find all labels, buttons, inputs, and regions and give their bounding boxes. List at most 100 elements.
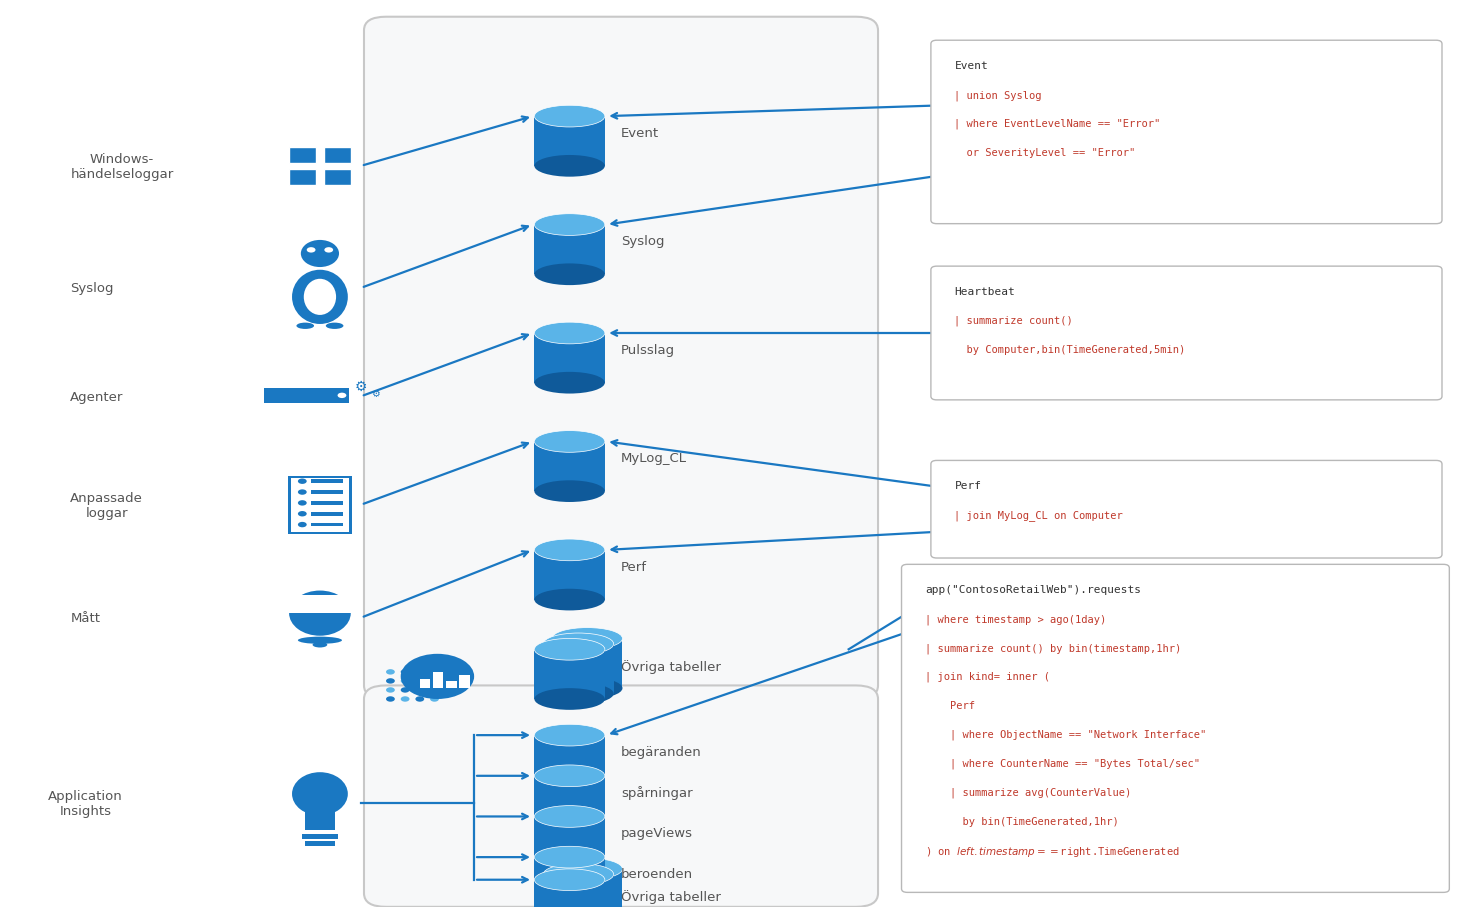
Circle shape bbox=[400, 697, 409, 702]
Ellipse shape bbox=[535, 869, 606, 891]
Bar bbox=[312, 512, 344, 516]
Circle shape bbox=[298, 522, 307, 527]
Text: Anpassade
loggar: Anpassade loggar bbox=[71, 491, 143, 519]
Bar bbox=[312, 480, 344, 484]
Text: Heartbeat: Heartbeat bbox=[954, 287, 1015, 297]
Text: Agenter: Agenter bbox=[71, 390, 124, 404]
Ellipse shape bbox=[535, 774, 606, 796]
Bar bbox=[535, 880, 606, 911]
Circle shape bbox=[385, 670, 394, 675]
Bar bbox=[535, 816, 606, 866]
Circle shape bbox=[430, 688, 439, 693]
Ellipse shape bbox=[535, 639, 606, 660]
Text: pageViews: pageViews bbox=[620, 826, 693, 839]
Bar bbox=[446, 681, 456, 689]
Ellipse shape bbox=[535, 264, 606, 286]
Text: begäranden: begäranden bbox=[620, 745, 702, 758]
Circle shape bbox=[307, 248, 316, 253]
Text: Event: Event bbox=[620, 127, 659, 139]
Bar bbox=[535, 776, 606, 825]
Ellipse shape bbox=[544, 683, 613, 704]
Ellipse shape bbox=[292, 773, 349, 815]
Text: ⚙: ⚙ bbox=[371, 388, 380, 398]
Ellipse shape bbox=[326, 323, 344, 330]
Text: | summarize count(): | summarize count() bbox=[954, 315, 1074, 326]
Bar bbox=[459, 676, 470, 689]
Text: Application
Insights: Application Insights bbox=[49, 789, 123, 817]
Circle shape bbox=[415, 697, 424, 702]
Circle shape bbox=[415, 670, 424, 675]
Circle shape bbox=[400, 688, 409, 693]
Text: Syslog: Syslog bbox=[620, 235, 665, 248]
Circle shape bbox=[385, 679, 394, 684]
Text: Windows-
händelseloggar: Windows- händelseloggar bbox=[71, 153, 173, 180]
Bar bbox=[325, 148, 350, 164]
Text: | where ObjectName == "Network Interface": | where ObjectName == "Network Interface… bbox=[925, 729, 1207, 740]
Ellipse shape bbox=[552, 858, 622, 880]
Circle shape bbox=[298, 501, 307, 506]
Text: | join kind= inner (: | join kind= inner ( bbox=[925, 671, 1050, 681]
Ellipse shape bbox=[301, 241, 340, 268]
FancyBboxPatch shape bbox=[363, 686, 877, 906]
Bar bbox=[535, 857, 606, 906]
Ellipse shape bbox=[544, 633, 613, 655]
Ellipse shape bbox=[552, 678, 622, 700]
Circle shape bbox=[298, 511, 307, 517]
Bar bbox=[535, 333, 606, 384]
Ellipse shape bbox=[535, 589, 606, 610]
Bar bbox=[535, 735, 606, 785]
Text: | join MyLog_CL on Computer: | join MyLog_CL on Computer bbox=[954, 509, 1123, 520]
Ellipse shape bbox=[297, 323, 315, 330]
Text: by bin(TimeGenerated,1hr): by bin(TimeGenerated,1hr) bbox=[925, 815, 1118, 825]
Circle shape bbox=[415, 679, 424, 684]
Text: | union Syslog: | union Syslog bbox=[954, 90, 1041, 100]
Text: or SeverityLevel == "Error": or SeverityLevel == "Error" bbox=[954, 148, 1136, 158]
Ellipse shape bbox=[304, 280, 337, 315]
Bar bbox=[544, 875, 613, 911]
Bar bbox=[552, 869, 622, 911]
Circle shape bbox=[385, 688, 394, 693]
Text: Perf: Perf bbox=[925, 701, 975, 710]
Text: Event: Event bbox=[954, 61, 988, 71]
Circle shape bbox=[298, 479, 307, 485]
Text: | summarize count() by bin(timestamp,1hr): | summarize count() by bin(timestamp,1hr… bbox=[925, 642, 1182, 653]
Ellipse shape bbox=[298, 637, 343, 644]
Text: | summarize avg(CounterValue): | summarize avg(CounterValue) bbox=[925, 787, 1131, 797]
Circle shape bbox=[325, 248, 334, 253]
Text: | where EventLevelName == "Error": | where EventLevelName == "Error" bbox=[954, 118, 1161, 129]
Circle shape bbox=[385, 697, 394, 702]
FancyBboxPatch shape bbox=[901, 565, 1449, 893]
Ellipse shape bbox=[544, 864, 613, 885]
Ellipse shape bbox=[535, 846, 606, 868]
Text: | where timestamp > ago(1day): | where timestamp > ago(1day) bbox=[925, 613, 1106, 624]
Bar bbox=[289, 148, 316, 164]
Text: Övriga tabeller: Övriga tabeller bbox=[620, 889, 721, 903]
Text: Pulsslag: Pulsslag bbox=[620, 343, 675, 356]
Ellipse shape bbox=[535, 156, 606, 178]
Circle shape bbox=[400, 654, 474, 700]
FancyBboxPatch shape bbox=[931, 461, 1442, 558]
Bar bbox=[535, 442, 606, 492]
Bar bbox=[433, 672, 443, 689]
Circle shape bbox=[430, 670, 439, 675]
Circle shape bbox=[430, 697, 439, 702]
Ellipse shape bbox=[535, 107, 606, 128]
Bar bbox=[325, 169, 350, 186]
Bar bbox=[306, 841, 335, 846]
Ellipse shape bbox=[301, 599, 338, 610]
Ellipse shape bbox=[535, 855, 606, 877]
Text: Mått: Mått bbox=[71, 611, 100, 624]
Ellipse shape bbox=[552, 907, 622, 911]
Bar bbox=[552, 639, 622, 689]
FancyBboxPatch shape bbox=[931, 267, 1442, 401]
FancyBboxPatch shape bbox=[931, 41, 1442, 224]
Circle shape bbox=[430, 679, 439, 684]
Ellipse shape bbox=[535, 724, 606, 746]
Text: by Computer,bin(TimeGenerated,5min): by Computer,bin(TimeGenerated,5min) bbox=[954, 344, 1186, 354]
Circle shape bbox=[338, 394, 347, 399]
Bar bbox=[544, 644, 613, 694]
Ellipse shape bbox=[535, 539, 606, 561]
Ellipse shape bbox=[535, 805, 606, 827]
Ellipse shape bbox=[289, 591, 350, 636]
Bar bbox=[535, 650, 606, 700]
